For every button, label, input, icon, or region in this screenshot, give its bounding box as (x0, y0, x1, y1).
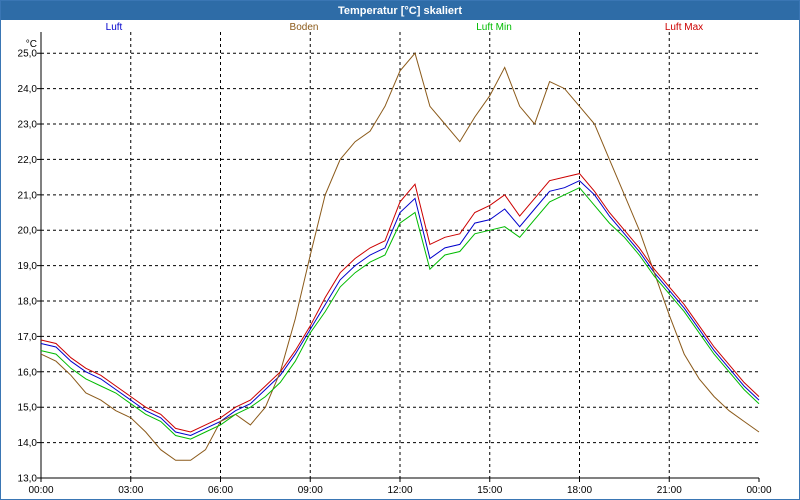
x-tick-time: 12:00 (387, 485, 412, 496)
series-line-luft-max (40, 173, 760, 433)
y-tick-label: 16,0 (18, 367, 38, 378)
series-line-luft (40, 180, 760, 437)
y-tick-label: 17,0 (18, 332, 38, 343)
y-tick-label: 15,0 (18, 403, 38, 414)
window-title: Temperatur [°C] skaliert (1, 1, 799, 20)
series-line-boden (40, 52, 760, 461)
series-line-luft-min (40, 187, 760, 440)
x-tick-time: 03:00 (118, 485, 143, 496)
axes: 13,0 14,0 15,0 16,0 17,0 18,0 19,0 20,0 21,0 22,0… (18, 32, 772, 496)
y-tick-label: 22,0 (18, 155, 38, 166)
x-tick-time: 09:00 (298, 485, 323, 496)
y-tick-label: 14,0 (18, 438, 38, 449)
series-lines (40, 52, 760, 461)
legend-entry-luft: Luft (106, 22, 123, 33)
x-tick-time: 00:00 (28, 485, 53, 496)
y-tick-label: 13,0 (18, 474, 38, 485)
y-tick-label: 18,0 (18, 297, 38, 308)
y-axis-unit: °C (26, 39, 37, 50)
temperature-chart: 13,0 14,0 15,0 16,0 17,0 18,0 19,0 20,0 21,0 22,0… (18, 22, 772, 496)
legend-entry-luft-min: Luft Min (476, 22, 512, 33)
x-tick-time: 21:00 (657, 485, 682, 496)
legend: Luft Boden Luft Min Luft Max (106, 22, 704, 33)
x-tick-time: 00:00 (746, 485, 771, 496)
x-tick-time: 06:00 (208, 485, 233, 496)
y-tick-label: 23,0 (18, 120, 38, 131)
legend-entry-luft-max: Luft Max (665, 22, 703, 33)
grid (41, 32, 759, 478)
y-tick-label: 25,0 (18, 49, 38, 60)
y-tick-label: 19,0 (18, 261, 38, 272)
legend-entry-boden: Boden (290, 22, 319, 33)
y-tick-label: 21,0 (18, 190, 38, 201)
x-tick-time: 15:00 (477, 485, 502, 496)
x-tick-time: 18:00 (567, 485, 592, 496)
y-tick-label: 20,0 (18, 226, 38, 237)
y-tick-label: 24,0 (18, 84, 38, 95)
